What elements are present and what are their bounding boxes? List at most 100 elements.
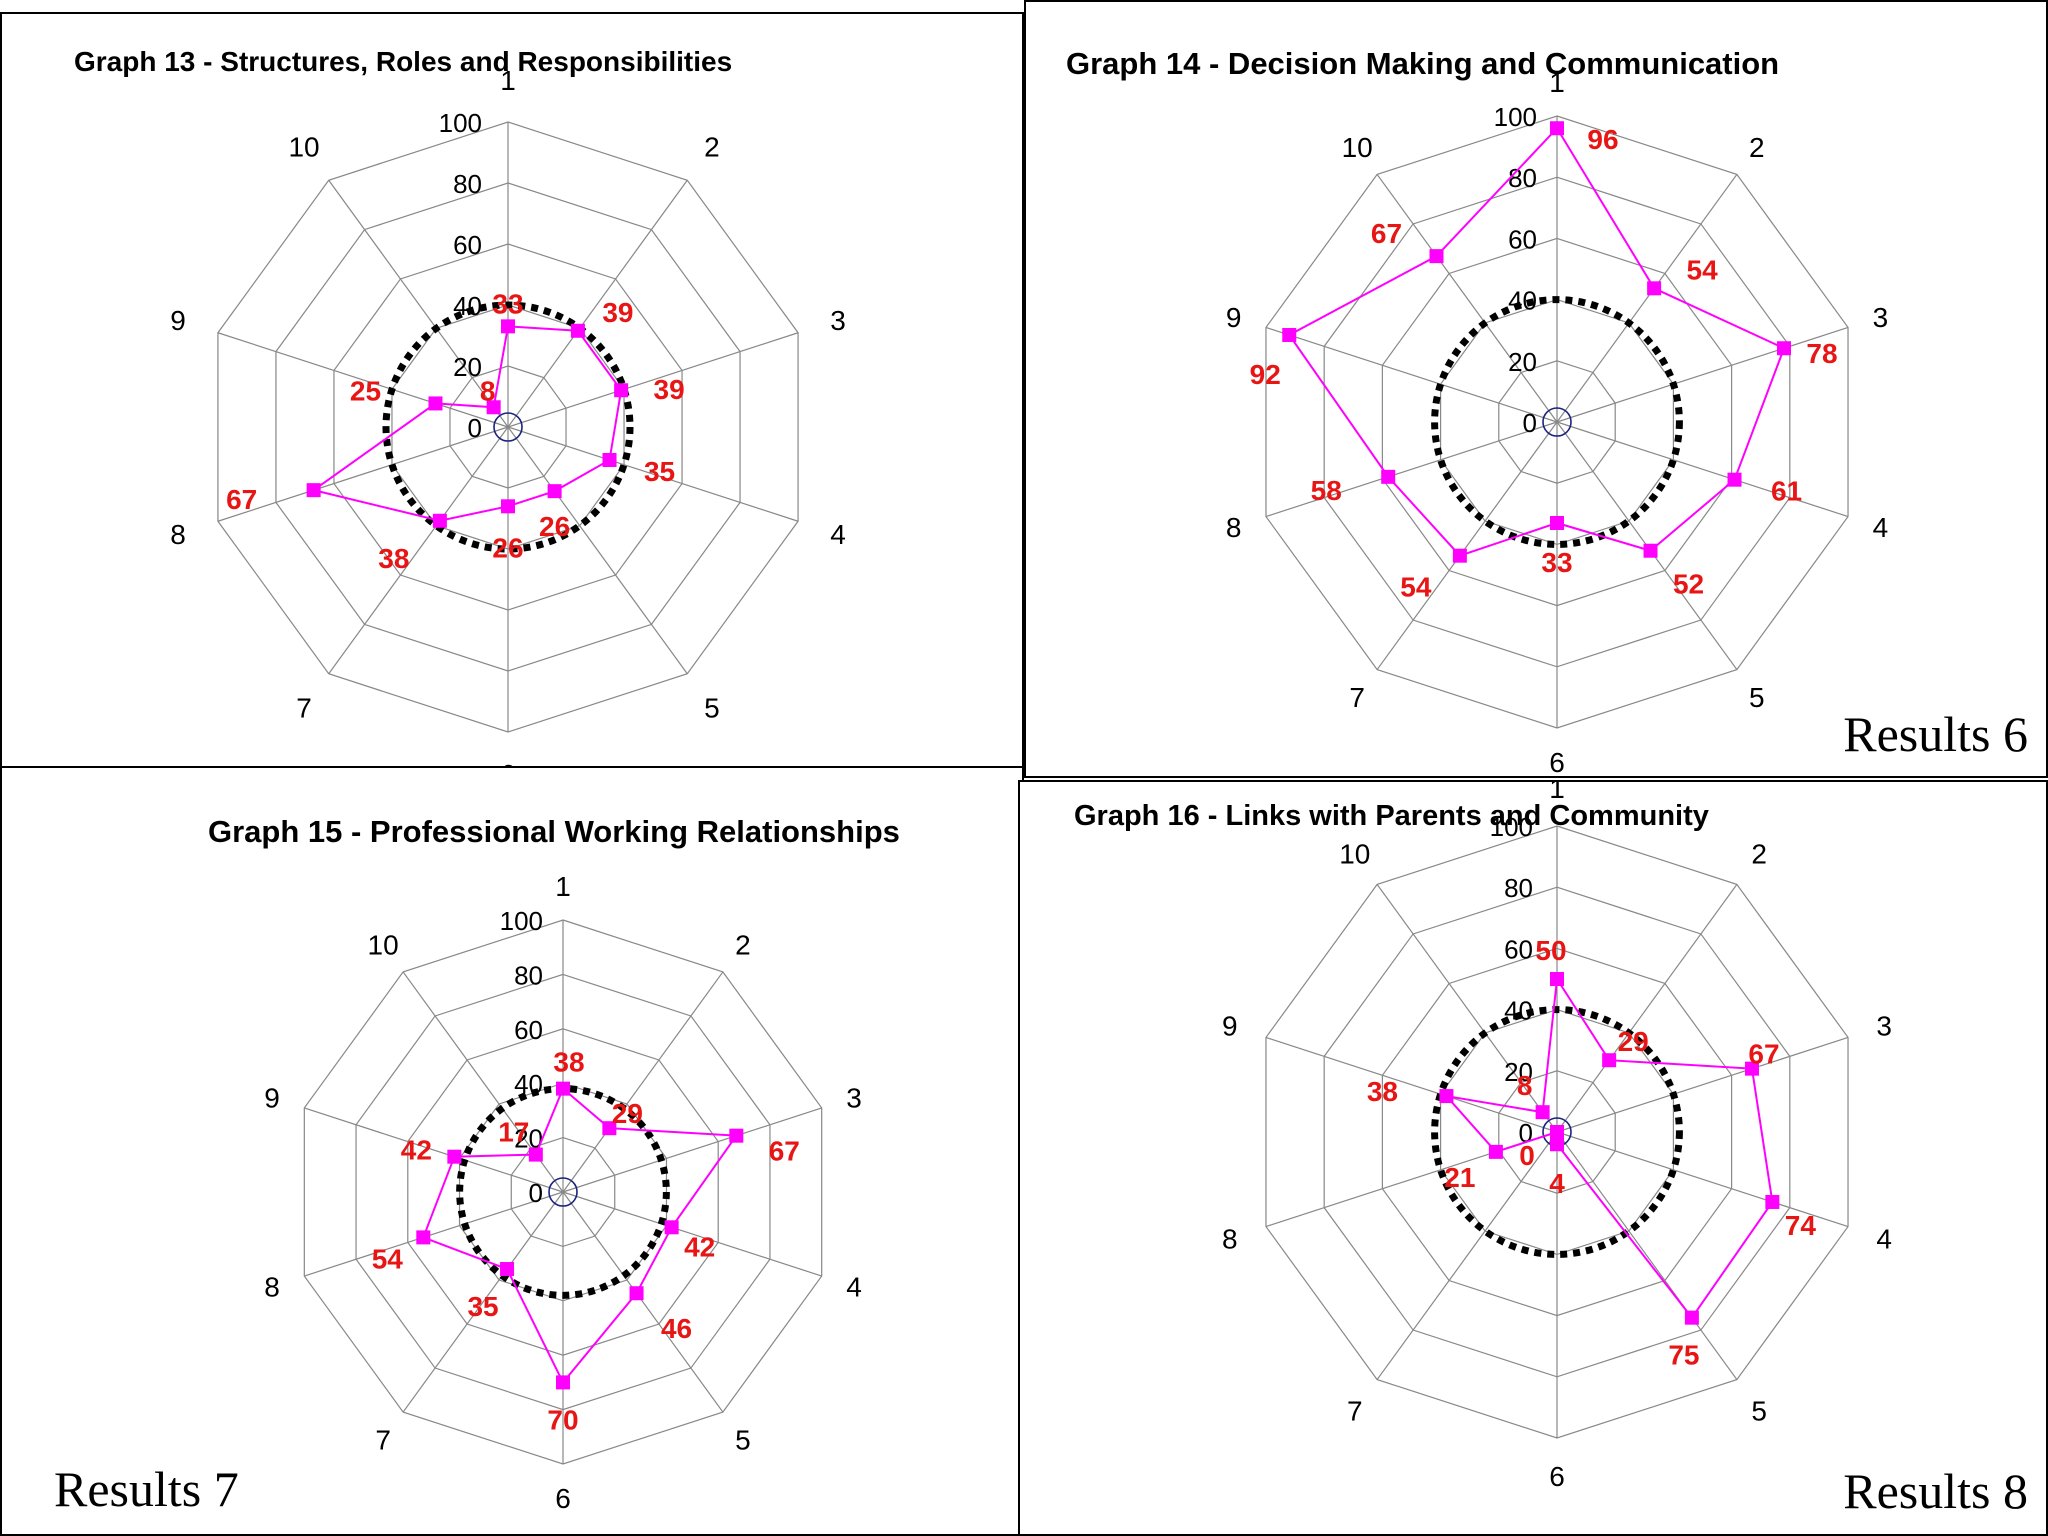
reference-circle [1431, 296, 1683, 548]
data-point [501, 499, 515, 514]
ring-label: 100 [500, 906, 543, 936]
data-point [528, 1147, 543, 1162]
axis-label: 4 [1873, 512, 1889, 543]
data-label: 46 [661, 1313, 692, 1344]
data-label: 70 [547, 1404, 578, 1435]
data-label: 8 [1517, 1070, 1533, 1101]
radar-grid [217, 121, 799, 733]
chart-title: Graph 15 - Professional Working Relation… [208, 814, 900, 849]
chart-title: Graph 14 - Decision Making and Communica… [1066, 46, 1780, 81]
grid-spoke [217, 332, 509, 428]
data-label: 61 [1771, 476, 1802, 507]
grid-spoke [328, 426, 509, 675]
grid-spoke [562, 971, 724, 1193]
data-point [614, 383, 629, 398]
axis-label: 10 [288, 131, 319, 162]
grid-spoke [562, 1107, 822, 1193]
axis-label: 2 [704, 131, 720, 162]
data-point [1550, 515, 1564, 530]
data-point [1535, 1105, 1550, 1120]
axis-label: 6 [1549, 747, 1565, 776]
radar-grid [1265, 115, 1849, 729]
grid-spoke [507, 179, 688, 428]
axis-label: 3 [1873, 302, 1889, 333]
chart-title: Graph 16 - Links with Parents and Commun… [1074, 800, 1709, 832]
data-label: 35 [644, 456, 675, 487]
axis-label: 7 [1347, 1395, 1363, 1426]
data-point [486, 400, 501, 415]
axis-label: 9 [264, 1082, 280, 1113]
grid-spoke [1265, 421, 1558, 518]
radar-chart-graph-15: 0204060801001234567891038296742467035544… [264, 871, 862, 1514]
data-label: 42 [401, 1135, 432, 1166]
data-label: 38 [378, 543, 409, 574]
data-label: 17 [498, 1117, 529, 1148]
grid-spoke [1556, 421, 1849, 518]
data-label: 29 [1618, 1026, 1649, 1057]
data-label: 58 [1311, 475, 1342, 506]
data-label: 35 [467, 1291, 498, 1322]
data-point [1602, 1053, 1617, 1068]
ring-label: 80 [514, 960, 543, 990]
axis-label: 4 [846, 1272, 862, 1303]
axis-label: 7 [296, 693, 312, 724]
data-point [447, 1149, 462, 1164]
axis-label: 8 [170, 519, 186, 550]
ring-label: 60 [1508, 224, 1537, 254]
axis-label: 2 [1751, 839, 1767, 870]
data-label: 4 [1549, 1168, 1565, 1199]
grid-spoke [1376, 421, 1558, 670]
data-label: 67 [226, 484, 257, 515]
grid-spoke [507, 426, 799, 522]
data-point [1439, 1089, 1454, 1104]
ring-label: 0 [1523, 408, 1537, 438]
data-point [1488, 1144, 1503, 1159]
axis-label: 8 [1226, 512, 1242, 543]
ring-label: 20 [1504, 1057, 1533, 1087]
axis-label: 5 [1751, 1395, 1767, 1426]
results-label: Results 8 [1843, 1463, 2028, 1519]
axis-label: 9 [170, 305, 186, 336]
data-label: 26 [539, 511, 570, 542]
data-point [1744, 1061, 1759, 1076]
grid-spoke [1556, 1036, 1849, 1133]
grid-spoke [1376, 174, 1558, 423]
data-label: 67 [1748, 1039, 1779, 1070]
results-label: Results 6 [1843, 706, 2028, 762]
data-label: 75 [1668, 1340, 1699, 1371]
data-point [1282, 328, 1297, 343]
data-label: 50 [1535, 935, 1566, 966]
data-point [1429, 249, 1444, 264]
grid-spoke [328, 179, 509, 428]
center-ring [548, 1177, 578, 1207]
data-point [1550, 1125, 1564, 1139]
data-label: 92 [1250, 359, 1281, 390]
ring-label: 20 [1508, 347, 1537, 377]
ring-label: 0 [468, 413, 482, 443]
axis-label: 3 [846, 1082, 862, 1113]
data-point [1550, 1137, 1564, 1152]
axis-label: 2 [1749, 132, 1765, 163]
ring-label: 60 [1504, 934, 1533, 964]
data-label: 96 [1587, 124, 1618, 155]
grid-spoke [1556, 326, 1849, 423]
data-label: 39 [654, 374, 685, 405]
grid-spoke [1265, 1036, 1558, 1133]
data-point [1452, 548, 1467, 563]
data-label: 21 [1444, 1162, 1475, 1193]
data-point [664, 1220, 679, 1235]
data-point [1381, 469, 1396, 484]
data-label: 33 [1541, 547, 1572, 578]
axis-label: 10 [1342, 132, 1373, 163]
grid-spoke [507, 332, 799, 428]
data-label: 67 [1371, 218, 1402, 249]
data-label: 74 [1785, 1210, 1817, 1241]
data-label: 29 [612, 1098, 643, 1129]
data-point [428, 396, 443, 411]
grid-spoke [562, 1191, 822, 1277]
reference-circle [382, 301, 634, 553]
data-label: 8 [480, 375, 496, 406]
axis-label: 7 [375, 1425, 391, 1456]
chart-panel-graph-14: Graph 14 - Decision Making and Communica… [1024, 0, 2048, 778]
